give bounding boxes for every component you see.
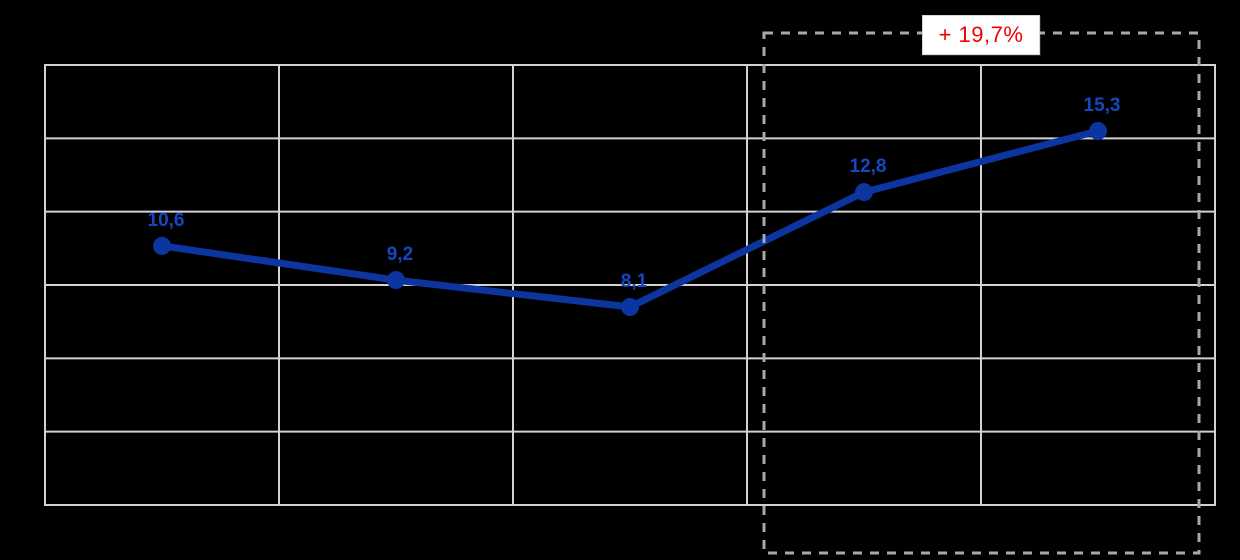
point-value-label: 15,3 bbox=[1084, 95, 1121, 116]
point-value-label: 9,2 bbox=[387, 244, 413, 265]
highlight-dashed-box bbox=[762, 31, 1201, 555]
data-point-marker bbox=[621, 298, 639, 316]
plot-border bbox=[44, 64, 1216, 506]
point-value-label: 8,1 bbox=[621, 271, 648, 292]
point-value-label: 12,8 bbox=[850, 156, 887, 177]
growth-annotation-label: + 19,7% bbox=[938, 22, 1024, 47]
data-point-marker bbox=[855, 183, 873, 202]
data-point-marker bbox=[1089, 122, 1107, 140]
growth-annotation-box: + 19,7% bbox=[922, 15, 1040, 55]
data-point-marker bbox=[387, 271, 405, 290]
data-point-marker bbox=[153, 236, 171, 255]
point-value-label: 10,6 bbox=[148, 210, 185, 231]
